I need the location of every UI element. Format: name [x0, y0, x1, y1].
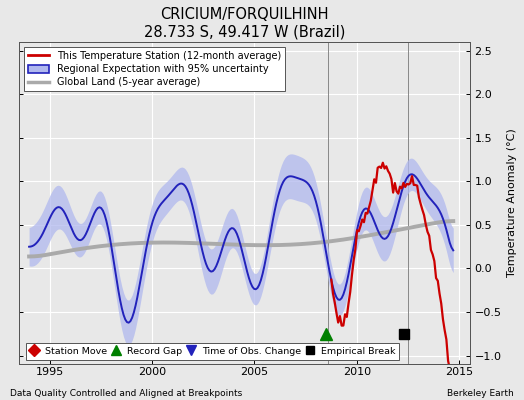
Text: Data Quality Controlled and Aligned at Breakpoints: Data Quality Controlled and Aligned at B…: [10, 389, 243, 398]
Legend: Station Move, Record Gap, Time of Obs. Change, Empirical Break: Station Move, Record Gap, Time of Obs. C…: [26, 343, 399, 360]
Text: Berkeley Earth: Berkeley Earth: [447, 389, 514, 398]
Y-axis label: Temperature Anomaly (°C): Temperature Anomaly (°C): [507, 129, 517, 278]
Title: CRICIUM/FORQUILHINH
28.733 S, 49.417 W (Brazil): CRICIUM/FORQUILHINH 28.733 S, 49.417 W (…: [144, 7, 345, 39]
